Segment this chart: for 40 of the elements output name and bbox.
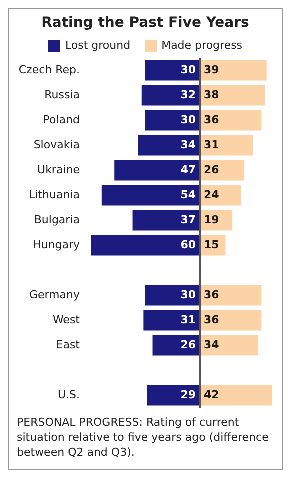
data-label: 26 (204, 163, 220, 176)
y-tick-label: Czech Rep. (18, 63, 80, 76)
y-tick-label: Poland (43, 113, 80, 126)
data-label: 19 (204, 213, 220, 226)
data-label: 30 (180, 113, 196, 126)
y-tick-label: Bulgaria (34, 213, 80, 226)
y-tick-label: Germany (29, 288, 80, 302)
data-label: 24 (204, 188, 220, 202)
data-label: 47 (180, 163, 196, 176)
data-label: 38 (204, 88, 220, 102)
y-tick-label: U.S. (58, 388, 80, 402)
data-label: 34 (204, 338, 220, 352)
y-tick-label: East (56, 338, 81, 352)
data-label: 39 (204, 63, 220, 76)
data-label: 54 (180, 188, 196, 202)
text: PERSONAL PROGRESS: Rating of current situation relative to five years ago (difference between Q2 and Q3). (16, 415, 270, 461)
data-label: 36 (204, 313, 220, 326)
y-tick-label: Lithuania (29, 188, 80, 202)
data-label: 36 (204, 288, 220, 302)
data-label: 32 (180, 88, 196, 102)
data-label: 36 (204, 113, 220, 126)
y-tick-label: Russia (44, 88, 80, 102)
data-label: 60 (180, 238, 196, 252)
data-label: 30 (180, 288, 196, 302)
data-label: 26 (180, 338, 196, 352)
data-label: 30 (180, 63, 196, 76)
data-label: 31 (204, 138, 220, 152)
data-label: 37 (180, 213, 196, 226)
y-tick-label: Slovakia (34, 138, 80, 152)
data-label: 42 (204, 388, 220, 402)
data-label: 29 (180, 388, 196, 402)
data-label: 31 (180, 313, 196, 326)
legend-label: Lost ground (65, 39, 131, 52)
chart-title: Rating the Past Five Years (40, 14, 250, 33)
y-tick-label: Hungary (33, 238, 80, 252)
data-label: 34 (180, 138, 196, 152)
data-label: 15 (204, 238, 220, 252)
y-tick-label: West (52, 313, 81, 326)
legend-label: Made progress (162, 39, 243, 52)
y-tick-label: Ukraine (38, 163, 80, 176)
